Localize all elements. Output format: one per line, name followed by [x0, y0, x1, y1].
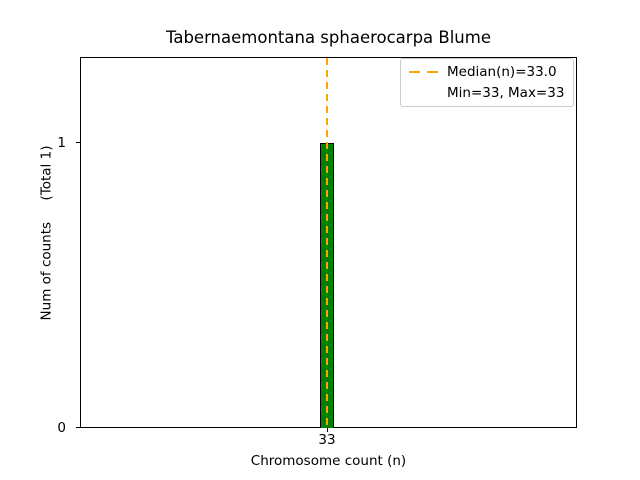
- dashed-line-icon: [409, 71, 438, 73]
- y-tick-label-1: 1: [57, 135, 66, 151]
- x-tick-mark-33: [327, 428, 328, 432]
- y-axis-label: Num of counts (Total 1): [38, 145, 55, 321]
- legend-row-minmax: Min=33, Max=33: [409, 84, 565, 102]
- legend-swatch-spacer: [409, 92, 438, 94]
- median-dashed-line: [326, 58, 328, 428]
- x-tick-label-33: 33: [318, 432, 336, 448]
- legend-minmax-label: Min=33, Max=33: [447, 84, 565, 101]
- y-tick-mark-1: [76, 142, 80, 143]
- legend-box: Median(n)=33.0 Min=33, Max=33: [400, 58, 574, 107]
- x-axis-label: Chromosome count (n): [250, 453, 407, 469]
- legend-row-median: Median(n)=33.0: [409, 63, 565, 81]
- y-tick-label-0: 0: [57, 420, 66, 436]
- legend-median-label: Median(n)=33.0: [447, 63, 557, 80]
- chart-title: Tabernaemontana sphaerocarpa Blume: [165, 28, 491, 47]
- y-tick-mark-0: [76, 427, 80, 428]
